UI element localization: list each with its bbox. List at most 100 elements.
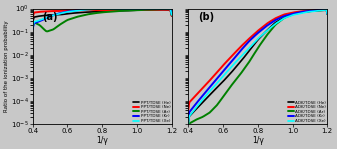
Line: PPT/TDSE (Xe): PPT/TDSE (Xe) (33, 9, 172, 28)
ADK/TDSE (Kr) (325, 13, 329, 14)
PPT/TDSE (Ar) (76, 16, 80, 17)
PPT/TDSE (Xe) (132, 8, 136, 10)
ADK/TDSE (Xe) (286, 16, 290, 17)
ADK/TDSE (Ne) (325, 8, 329, 10)
ADK/TDSE (Ne) (325, 13, 329, 14)
ADK/TDSE (Ar) (186, 130, 190, 132)
ADK/TDSE (Kr) (274, 19, 278, 21)
ADK/TDSE (Kr) (203, 92, 207, 94)
PPT/TDSE (Ne) (142, 9, 146, 10)
ADK/TDSE (Ar) (274, 24, 278, 25)
PPT/TDSE (Kr) (104, 7, 109, 9)
X-axis label: 1/γ: 1/γ (252, 136, 264, 145)
PPT/TDSE (Kr) (131, 7, 135, 9)
PPT/TDSE (Ne) (118, 9, 122, 11)
ADK/TDSE (Ne) (287, 12, 291, 14)
PPT/TDSE (Xe) (31, 27, 35, 29)
ADK/TDSE (He) (232, 69, 236, 71)
PPT/TDSE (He) (132, 9, 136, 11)
Line: PPT/TDSE (Ne): PPT/TDSE (Ne) (33, 10, 172, 18)
ADK/TDSE (He) (287, 15, 291, 16)
Line: ADK/TDSE (He): ADK/TDSE (He) (188, 10, 327, 124)
ADK/TDSE (Xe) (325, 9, 329, 11)
ADK/TDSE (He) (241, 57, 245, 59)
ADK/TDSE (Kr) (232, 58, 236, 60)
PPT/TDSE (He) (162, 9, 166, 11)
PPT/TDSE (Ne) (31, 18, 35, 19)
ADK/TDSE (Xe) (274, 23, 278, 24)
PPT/TDSE (Ar) (48, 30, 52, 31)
ADK/TDSE (Ar) (241, 69, 245, 71)
ADK/TDSE (He) (325, 9, 329, 11)
PPT/TDSE (Ne) (170, 15, 174, 17)
PPT/TDSE (Xe) (47, 16, 51, 17)
PPT/TDSE (Ne) (86, 9, 90, 11)
Text: (a): (a) (42, 12, 58, 22)
ADK/TDSE (Ne) (186, 109, 190, 111)
ADK/TDSE (Xe) (186, 123, 190, 125)
PPT/TDSE (Ar) (45, 30, 49, 32)
PPT/TDSE (Kr) (47, 16, 51, 18)
ADK/TDSE (Ar) (325, 9, 329, 11)
ADK/TDSE (Xe) (325, 13, 329, 15)
X-axis label: 1/γ: 1/γ (96, 136, 108, 145)
PPT/TDSE (He) (86, 11, 90, 13)
ADK/TDSE (Ar) (203, 115, 207, 116)
ADK/TDSE (Kr) (286, 14, 290, 16)
PPT/TDSE (Kr) (31, 28, 35, 30)
PPT/TDSE (Ne) (76, 9, 80, 11)
PPT/TDSE (He) (47, 14, 51, 16)
PPT/TDSE (Kr) (118, 7, 122, 9)
PPT/TDSE (Ar) (168, 8, 172, 10)
ADK/TDSE (Ne) (241, 43, 245, 45)
PPT/TDSE (Kr) (86, 8, 90, 10)
ADK/TDSE (Ne) (286, 13, 290, 14)
Line: ADK/TDSE (Kr): ADK/TDSE (Kr) (188, 10, 327, 120)
PPT/TDSE (Ne) (132, 9, 136, 11)
PPT/TDSE (Ar) (170, 14, 174, 15)
PPT/TDSE (Xe) (118, 8, 122, 10)
PPT/TDSE (He) (170, 15, 174, 17)
PPT/TDSE (He) (131, 9, 135, 11)
ADK/TDSE (Ar) (286, 15, 290, 17)
Text: (b): (b) (198, 12, 214, 22)
PPT/TDSE (Kr) (76, 9, 80, 11)
ADK/TDSE (Ne) (232, 53, 236, 55)
ADK/TDSE (Kr) (325, 9, 329, 10)
ADK/TDSE (Ar) (232, 82, 236, 83)
ADK/TDSE (Kr) (287, 14, 291, 16)
Line: PPT/TDSE (Kr): PPT/TDSE (Kr) (33, 8, 172, 29)
ADK/TDSE (Kr) (241, 47, 245, 48)
PPT/TDSE (Kr) (132, 7, 136, 9)
Legend: ADK/TDSE (He), ADK/TDSE (Ne), ADK/TDSE (Ar), ADK/TDSE (Kr), ADK/TDSE (Xe): ADK/TDSE (He), ADK/TDSE (Ne), ADK/TDSE (… (287, 100, 327, 123)
PPT/TDSE (Xe) (161, 8, 165, 10)
PPT/TDSE (Xe) (86, 9, 90, 11)
Line: ADK/TDSE (Ar): ADK/TDSE (Ar) (188, 10, 327, 131)
ADK/TDSE (Ar) (325, 13, 329, 15)
Line: PPT/TDSE (Ar): PPT/TDSE (Ar) (33, 9, 172, 31)
Line: PPT/TDSE (He): PPT/TDSE (He) (33, 10, 172, 23)
ADK/TDSE (He) (325, 13, 329, 15)
ADK/TDSE (Xe) (287, 15, 291, 17)
PPT/TDSE (He) (31, 22, 35, 24)
PPT/TDSE (Kr) (170, 13, 174, 15)
ADK/TDSE (He) (286, 15, 290, 17)
ADK/TDSE (He) (186, 123, 190, 125)
ADK/TDSE (Xe) (241, 53, 245, 55)
Legend: PPT/TDSE (He), PPT/TDSE (Ne), PPT/TDSE (Ar), PPT/TDSE (Kr), PPT/TDSE (Xe): PPT/TDSE (He), PPT/TDSE (Ne), PPT/TDSE (… (133, 100, 171, 123)
ADK/TDSE (Ne) (274, 17, 278, 19)
PPT/TDSE (Ar) (31, 27, 35, 29)
Y-axis label: Ratio of the ionization probability: Ratio of the ionization probability (4, 21, 9, 112)
Line: ADK/TDSE (Ne): ADK/TDSE (Ne) (188, 9, 327, 110)
PPT/TDSE (Xe) (76, 10, 80, 11)
PPT/TDSE (Ar) (131, 10, 135, 11)
PPT/TDSE (Ne) (47, 10, 51, 12)
PPT/TDSE (Ar) (86, 13, 90, 15)
PPT/TDSE (Xe) (170, 14, 174, 16)
ADK/TDSE (Xe) (232, 63, 236, 65)
ADK/TDSE (He) (203, 99, 207, 101)
ADK/TDSE (Ar) (287, 15, 291, 17)
ADK/TDSE (Kr) (186, 119, 190, 121)
ADK/TDSE (He) (274, 21, 278, 23)
PPT/TDSE (He) (118, 10, 122, 12)
